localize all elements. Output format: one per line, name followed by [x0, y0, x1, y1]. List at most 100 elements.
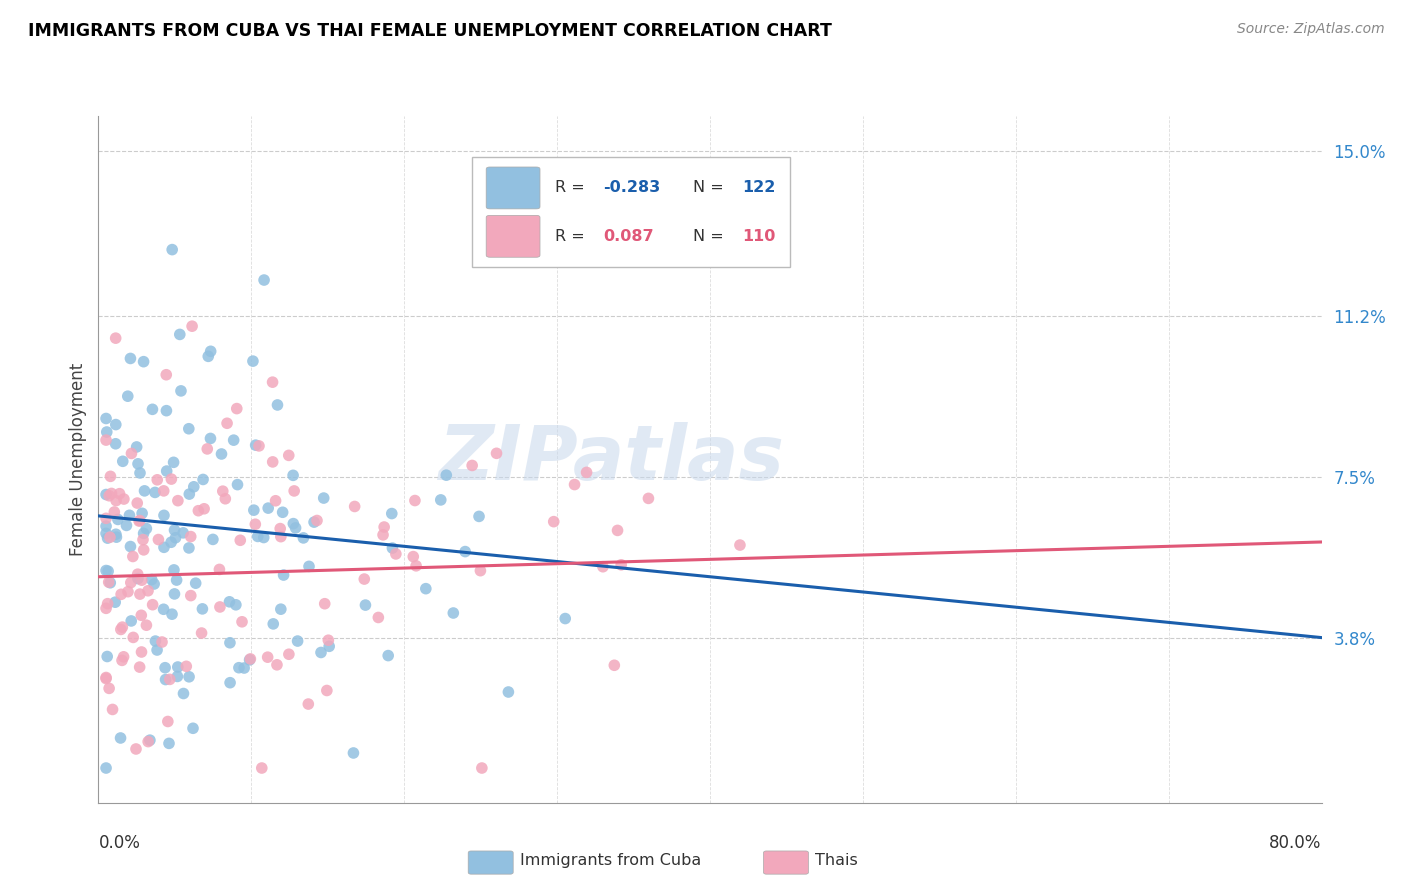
- Point: [111, 454, 134, 468]
- Point: [305, 514, 328, 528]
- Text: 0.0%: 0.0%: [98, 834, 141, 852]
- Point: [405, 558, 427, 573]
- Point: [214, 491, 236, 506]
- Point: [127, 457, 149, 471]
- Point: [94, 761, 117, 775]
- Point: [377, 648, 399, 663]
- Point: [135, 618, 157, 632]
- Point: [354, 598, 377, 612]
- Point: [120, 614, 142, 628]
- Text: N =: N =: [693, 228, 728, 244]
- Point: [315, 683, 337, 698]
- Point: [219, 636, 242, 650]
- Point: [131, 573, 153, 587]
- Point: [318, 640, 340, 654]
- Point: [112, 649, 135, 664]
- Point: [96, 649, 118, 664]
- Point: [195, 442, 218, 456]
- Point: [127, 567, 149, 582]
- Y-axis label: Female Unemployment: Female Unemployment: [69, 363, 87, 556]
- Point: [281, 468, 304, 483]
- Point: [271, 505, 294, 519]
- Point: [200, 344, 222, 359]
- Point: [148, 533, 170, 547]
- Point: [262, 375, 284, 389]
- Text: 0.087: 0.087: [603, 228, 654, 244]
- Point: [157, 736, 180, 750]
- Point: [160, 243, 183, 257]
- Point: [543, 515, 565, 529]
- Point: [136, 583, 159, 598]
- Point: [132, 526, 155, 541]
- Point: [94, 672, 117, 686]
- Point: [225, 598, 247, 612]
- Point: [283, 483, 305, 498]
- Point: [266, 657, 288, 672]
- Point: [245, 438, 267, 452]
- Point: [110, 623, 132, 637]
- Point: [371, 528, 394, 542]
- Point: [105, 493, 128, 508]
- Text: -0.283: -0.283: [603, 180, 661, 195]
- Point: [247, 439, 270, 453]
- FancyBboxPatch shape: [486, 167, 540, 209]
- Point: [142, 598, 165, 612]
- Point: [564, 477, 586, 491]
- Point: [277, 449, 299, 463]
- Point: [117, 584, 139, 599]
- Point: [97, 597, 120, 611]
- Point: [143, 577, 166, 591]
- Text: 80.0%: 80.0%: [1270, 834, 1322, 852]
- Point: [94, 671, 117, 685]
- Point: [228, 661, 250, 675]
- Point: [385, 547, 408, 561]
- Point: [111, 653, 134, 667]
- Point: [606, 524, 628, 538]
- Point: [166, 573, 188, 587]
- Point: [211, 447, 233, 461]
- Point: [132, 533, 155, 547]
- Point: [155, 403, 177, 417]
- Point: [94, 564, 117, 578]
- Point: [222, 433, 245, 447]
- Point: [163, 587, 186, 601]
- Point: [187, 504, 209, 518]
- Point: [129, 587, 152, 601]
- Point: [298, 559, 321, 574]
- Point: [262, 616, 284, 631]
- Point: [120, 446, 142, 460]
- Point: [115, 518, 138, 533]
- Point: [454, 544, 477, 558]
- Point: [367, 610, 389, 624]
- Point: [610, 558, 633, 572]
- Point: [97, 575, 120, 590]
- Point: [128, 514, 150, 528]
- Point: [132, 542, 155, 557]
- Point: [603, 658, 626, 673]
- Point: [191, 473, 214, 487]
- Point: [153, 661, 176, 675]
- Point: [257, 501, 280, 516]
- Point: [239, 653, 262, 667]
- Point: [201, 533, 224, 547]
- Point: [381, 541, 404, 555]
- Point: [118, 508, 141, 523]
- Point: [287, 634, 309, 648]
- Point: [471, 761, 494, 775]
- Point: [112, 491, 135, 506]
- Point: [225, 401, 247, 416]
- Text: IMMIGRANTS FROM CUBA VS THAI FEMALE UNEMPLOYMENT CORRELATION CHART: IMMIGRANTS FROM CUBA VS THAI FEMALE UNEM…: [28, 22, 832, 40]
- Point: [120, 540, 142, 554]
- Point: [94, 519, 117, 533]
- Point: [250, 761, 273, 775]
- Text: Immigrants from Cuba: Immigrants from Cuba: [520, 854, 702, 868]
- Point: [181, 319, 204, 334]
- Text: Source: ZipAtlas.com: Source: ZipAtlas.com: [1237, 22, 1385, 37]
- Point: [111, 620, 134, 634]
- Point: [208, 562, 231, 576]
- Text: 110: 110: [742, 228, 775, 244]
- Point: [284, 521, 307, 535]
- Point: [120, 351, 142, 366]
- Point: [183, 480, 205, 494]
- Point: [162, 455, 184, 469]
